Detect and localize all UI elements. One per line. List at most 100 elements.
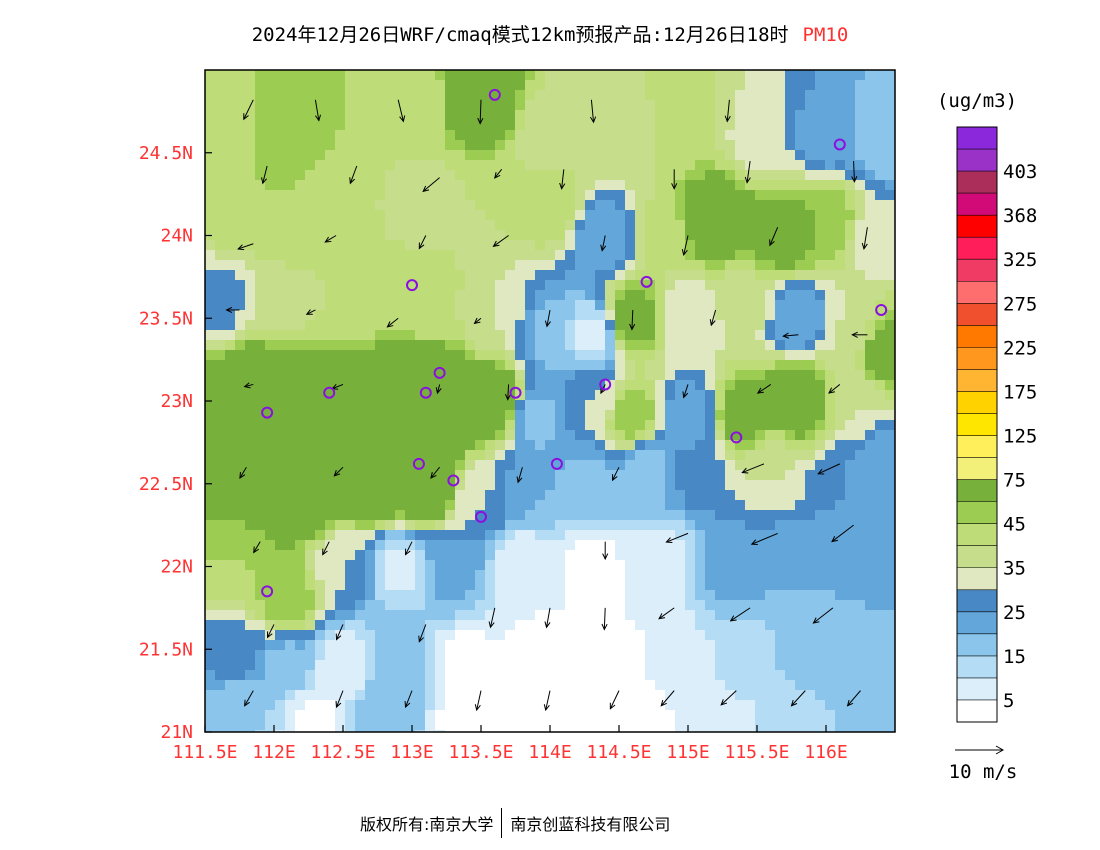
field-cell — [795, 590, 806, 601]
colorbar-swatch — [957, 237, 997, 260]
field-cell — [305, 650, 316, 661]
wind-vector — [603, 607, 606, 630]
field-cell — [345, 610, 356, 621]
field-cell — [635, 620, 646, 631]
field-cell — [875, 140, 886, 151]
field-cell — [205, 520, 216, 531]
field-cell — [505, 140, 516, 151]
field-cell — [415, 450, 426, 461]
field-cell — [675, 450, 686, 461]
field-cell — [615, 480, 626, 491]
field-cell — [775, 650, 786, 661]
field-cell — [455, 470, 466, 481]
field-cell — [805, 690, 816, 701]
field-cell — [245, 180, 256, 191]
field-cell — [405, 680, 416, 691]
field-cell — [345, 630, 356, 641]
field-cell — [785, 380, 796, 391]
field-cell — [835, 90, 846, 101]
field-cell — [555, 470, 566, 481]
field-cell — [685, 170, 696, 181]
field-cell — [325, 170, 336, 181]
field-cell — [375, 580, 386, 591]
field-cell — [325, 360, 336, 371]
field-cell — [475, 610, 486, 621]
field-cell — [285, 180, 296, 191]
field-cell — [395, 170, 406, 181]
field-cell — [885, 520, 895, 531]
field-cell — [545, 330, 556, 341]
field-cell — [375, 430, 386, 441]
wind-vector — [489, 607, 496, 628]
wind-vector — [847, 690, 861, 707]
field-cell — [585, 540, 596, 551]
field-cell — [375, 420, 386, 431]
field-cell — [375, 180, 386, 191]
field-cell — [315, 120, 326, 131]
field-cell — [855, 640, 866, 651]
field-cell — [825, 620, 836, 631]
field-cell — [825, 300, 836, 311]
field-cell — [555, 690, 566, 701]
field-cell — [755, 470, 766, 481]
field-cell — [265, 600, 276, 611]
field-cell — [465, 250, 476, 261]
field-cell — [825, 690, 836, 701]
field-cell — [705, 670, 716, 681]
field-cell — [835, 470, 846, 481]
field-cell — [735, 140, 746, 151]
field-cell — [405, 100, 416, 111]
field-cell — [775, 80, 786, 91]
field-cell — [745, 320, 756, 331]
field-cell — [485, 490, 496, 501]
field-cell — [665, 530, 676, 541]
field-cell — [715, 120, 726, 131]
field-cell — [675, 620, 686, 631]
field-cell — [485, 400, 496, 411]
field-cell — [555, 130, 566, 141]
field-cell — [445, 340, 456, 351]
field-cell — [675, 360, 686, 371]
field-cell — [585, 430, 596, 441]
field-cell — [645, 580, 656, 591]
field-cell — [625, 160, 636, 171]
field-cell — [245, 590, 256, 601]
field-cell — [215, 140, 226, 151]
field-cell — [305, 700, 316, 711]
field-cell — [625, 720, 636, 731]
field-cell — [735, 460, 746, 471]
field-cell — [715, 90, 726, 101]
field-cell — [615, 470, 626, 481]
field-cell — [395, 520, 406, 531]
field-cell — [485, 520, 496, 531]
field-cell — [585, 490, 596, 501]
field-cell — [755, 700, 766, 711]
field-cell — [745, 670, 756, 681]
field-cell — [755, 520, 766, 531]
field-cell — [645, 460, 656, 471]
field-cell — [555, 710, 566, 721]
field-cell — [225, 500, 236, 511]
wind-vector — [332, 383, 344, 390]
field-cell — [355, 700, 366, 711]
field-cell — [665, 260, 676, 271]
field-cell — [835, 100, 846, 111]
field-cell — [205, 540, 216, 551]
field-cell — [825, 80, 836, 91]
field-cell — [315, 610, 326, 621]
field-cell — [345, 470, 356, 481]
field-cell — [275, 670, 286, 681]
field-cell — [755, 440, 766, 451]
field-cell — [605, 120, 616, 131]
field-cell — [715, 500, 726, 511]
field-cell — [475, 150, 486, 161]
field-cell — [825, 360, 836, 371]
field-cell — [255, 170, 266, 181]
field-cell — [275, 700, 286, 711]
field-cell — [615, 520, 626, 531]
wind-arrowhead — [244, 699, 250, 707]
field-cell — [715, 80, 726, 91]
field-cell — [285, 660, 296, 671]
field-cell — [705, 630, 716, 641]
field-cell — [575, 690, 586, 701]
